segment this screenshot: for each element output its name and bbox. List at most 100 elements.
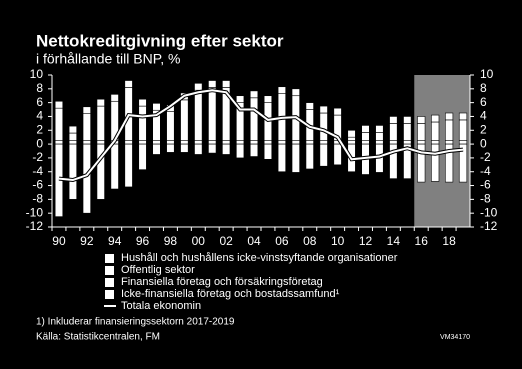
bar-segment <box>249 97 259 141</box>
bar-segment <box>166 143 175 153</box>
bar-segment <box>194 143 203 155</box>
bar-segment <box>458 112 468 121</box>
bar-segment <box>68 132 77 141</box>
bar-segment <box>138 105 147 141</box>
bar-segment <box>347 129 356 138</box>
bar-segment <box>110 94 119 102</box>
y-tick-label: -12 <box>26 219 44 233</box>
bar-segment <box>444 119 454 141</box>
y2-tick-label: -8 <box>480 192 491 206</box>
bar-segment <box>110 143 119 190</box>
bar-segment <box>54 100 64 109</box>
source: Källa: Statistikcentralen, FM <box>36 332 160 343</box>
bar-segment <box>263 140 273 145</box>
bar-segment <box>194 89 203 141</box>
x-tick-label: 02 <box>219 234 233 248</box>
x-tick-label: 00 <box>192 234 206 248</box>
bar-segment <box>277 86 287 94</box>
y2-tick-label: -4 <box>480 164 491 178</box>
bar-segment <box>431 121 440 141</box>
bar-segment <box>68 140 77 145</box>
bar-segment <box>263 95 273 103</box>
bar-segment <box>194 82 203 91</box>
bar-segment <box>96 143 105 200</box>
bar-segment <box>152 103 161 111</box>
chart-title: Nettokreditgivning efter sektor <box>36 31 284 50</box>
y-tick-label: 4 <box>36 109 43 123</box>
bar-segment <box>333 107 342 116</box>
y2-tick-label: 8 <box>480 81 487 95</box>
bar-segment <box>305 140 314 145</box>
bar-segment <box>403 143 412 179</box>
y2-tick-label: -6 <box>480 178 491 192</box>
legend-label: Icke-finansiella företag och bostadssamf… <box>121 288 340 300</box>
bar-segment <box>249 140 259 145</box>
x-tick-label: 98 <box>164 234 178 248</box>
bar-segment <box>54 107 64 141</box>
bar-segment <box>305 102 314 110</box>
legend-label: Offentlig sektor <box>121 264 195 276</box>
bar-segment <box>138 98 147 107</box>
y-tick-label: 0 <box>36 136 43 150</box>
bar-segment <box>236 95 245 103</box>
bar-segment <box>417 123 426 141</box>
bar-segment <box>403 123 412 141</box>
bar-segment <box>389 140 398 145</box>
bar-segment <box>68 143 77 200</box>
chart-code: VM34170 <box>440 334 470 341</box>
bar-segment <box>319 143 328 167</box>
y2-tick-label: -10 <box>480 205 498 219</box>
bar-segment <box>208 87 217 141</box>
x-tick-label: 12 <box>359 234 373 248</box>
bar-segment <box>347 140 356 145</box>
bar-segment <box>208 143 217 154</box>
bar-segment <box>152 140 161 145</box>
x-tick-label: 92 <box>80 234 94 248</box>
bar-segment <box>417 143 426 183</box>
bar-segment <box>82 143 91 214</box>
bar-segment <box>431 140 440 145</box>
chart-subtitle: i förhållande till BNP, % <box>36 51 180 67</box>
bar-segment <box>236 140 245 145</box>
bar-segment <box>277 140 287 145</box>
bar-segment <box>417 140 426 145</box>
bar-segment <box>138 143 147 170</box>
x-tick-label: 16 <box>415 234 429 248</box>
bar-segment <box>277 143 287 173</box>
y-tick-label: 8 <box>36 81 43 95</box>
y2-tick-label: 4 <box>480 109 487 123</box>
bar-segment <box>96 105 105 141</box>
bar-segment <box>222 143 231 155</box>
legend-label: Totala ekonomin <box>121 300 201 312</box>
legend-swatch <box>105 290 114 299</box>
bar-segment <box>389 116 398 124</box>
bar-segment <box>305 143 314 170</box>
footnote: 1) Inkluderar finansieringssektorn 2017-… <box>36 317 235 328</box>
bar-segment <box>249 143 259 157</box>
bar-segment <box>180 99 189 141</box>
bar-segment <box>291 143 300 173</box>
x-tick-label: 18 <box>442 234 456 248</box>
legend-label: Hushåll och hushållens icke-vinstsyftand… <box>121 252 398 264</box>
bar-segment <box>180 143 189 153</box>
x-tick-label: 06 <box>275 234 289 248</box>
y2-tick-label: 0 <box>480 136 487 150</box>
y-tick-label: -4 <box>32 164 43 178</box>
bar-segment <box>96 140 105 145</box>
total-line <box>58 89 464 182</box>
bar-segment <box>417 116 426 124</box>
bar-segment <box>444 112 454 121</box>
bar-segment <box>236 143 245 159</box>
bar-segment <box>333 143 342 166</box>
bar-segment <box>458 143 468 183</box>
x-tick-label: 14 <box>387 234 401 248</box>
bar-segment <box>375 132 384 141</box>
y2-tick-label: 6 <box>480 95 487 109</box>
bar-segment <box>375 125 384 133</box>
bar-segment <box>208 140 217 145</box>
y2-tick-label: 2 <box>480 122 487 136</box>
x-tick-label: 08 <box>303 234 317 248</box>
bar-segment <box>444 143 454 183</box>
legend-swatch <box>105 254 114 263</box>
